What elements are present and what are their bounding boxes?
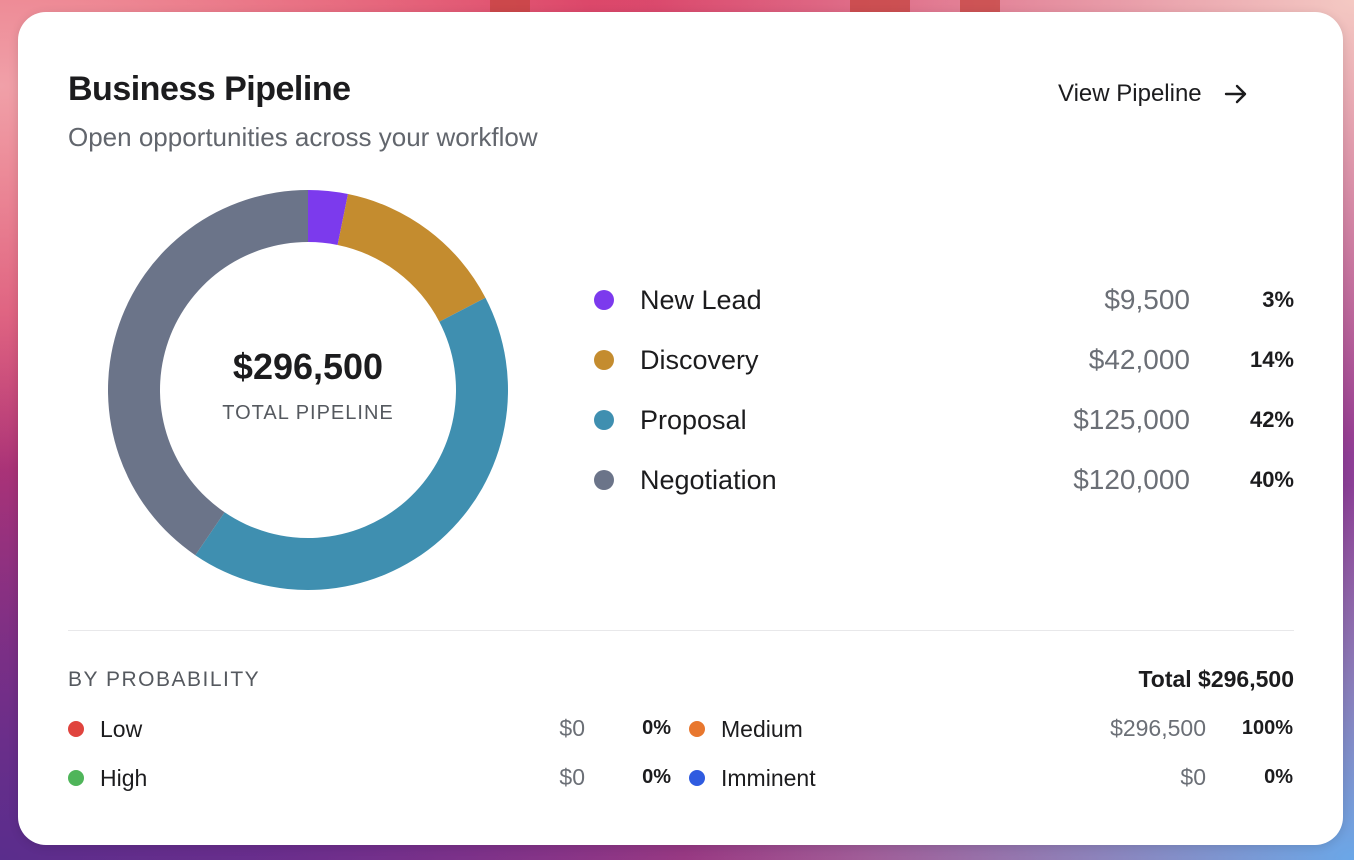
view-pipeline-label: View Pipeline bbox=[1058, 80, 1202, 107]
legend-row-discovery[interactable]: Discovery $42,000 14% bbox=[594, 330, 1294, 390]
donut-segment-proposal[interactable] bbox=[195, 297, 508, 590]
probability-percent-imminent: 0% bbox=[1264, 766, 1293, 788]
donut-segment-discovery[interactable] bbox=[337, 194, 486, 322]
legend-row-new-lead[interactable]: New Lead $9,500 3% bbox=[594, 270, 1294, 330]
probability-item-imminent: Imminent bbox=[689, 763, 816, 793]
legend-percent: 3% bbox=[1262, 287, 1294, 312]
donut-center: $296,500 TOTAL PIPELINE bbox=[106, 188, 510, 592]
new-lead-color-dot bbox=[594, 290, 614, 310]
probability-item-medium: Medium bbox=[689, 714, 803, 744]
probability-total: Total $296,500 bbox=[1138, 666, 1294, 692]
imminent-color-dot bbox=[689, 770, 705, 786]
donut-segment-negotiation[interactable] bbox=[107, 190, 308, 556]
probability-name: Medium bbox=[721, 715, 803, 742]
negotiation-color-dot bbox=[594, 470, 614, 490]
probability-name: Low bbox=[100, 715, 143, 742]
probability-item-low: Low bbox=[68, 714, 142, 744]
pipeline-donut-chart: $296,500 TOTAL PIPELINE bbox=[106, 188, 510, 592]
legend-row-proposal[interactable]: Proposal $125,000 42% bbox=[594, 390, 1294, 450]
total-pipeline-label: TOTAL PIPELINE bbox=[222, 401, 394, 424]
arrow-right-icon bbox=[1222, 80, 1250, 108]
legend-amount: $9,500 bbox=[1104, 284, 1190, 315]
probability-percent-low: 0% bbox=[642, 717, 671, 739]
legend-amount: $120,000 bbox=[1073, 464, 1190, 495]
background-decoration bbox=[850, 0, 910, 14]
high-color-dot bbox=[68, 770, 84, 786]
legend-name: Discovery bbox=[640, 344, 759, 375]
section-divider bbox=[68, 630, 1294, 631]
probability-percent-high: 0% bbox=[642, 766, 671, 788]
legend-percent: 14% bbox=[1249, 347, 1294, 372]
probability-amount-imminent: $0 bbox=[1180, 764, 1206, 790]
probability-percent-medium: 100% bbox=[1241, 717, 1293, 739]
legend-row-negotiation[interactable]: Negotiation $120,000 40% bbox=[594, 450, 1294, 510]
stage-legend: New Lead $9,500 3% Discovery $42,000 14%… bbox=[594, 270, 1294, 510]
legend-percent: 42% bbox=[1249, 407, 1294, 432]
background-decoration bbox=[490, 0, 530, 14]
probability-amount-low: $0 bbox=[559, 715, 585, 741]
legend-percent: 40% bbox=[1249, 467, 1294, 492]
total-pipeline-value: $296,500 bbox=[232, 345, 384, 387]
legend-name: Proposal bbox=[640, 404, 747, 435]
probability-name: Imminent bbox=[721, 764, 816, 791]
medium-color-dot bbox=[689, 721, 705, 737]
card-title: Business Pipeline bbox=[68, 70, 351, 108]
legend-name: New Lead bbox=[640, 284, 762, 315]
proposal-color-dot bbox=[594, 410, 614, 430]
donut-segment-new-lead[interactable] bbox=[308, 190, 348, 245]
view-pipeline-link[interactable]: View Pipeline bbox=[1058, 74, 1250, 114]
background-decoration bbox=[960, 0, 1000, 14]
donut-svg bbox=[107, 190, 508, 590]
probability-amount-medium: $296,500 bbox=[1110, 715, 1206, 741]
probability-item-high: High bbox=[68, 763, 147, 793]
legend-name: Negotiation bbox=[640, 464, 777, 495]
low-color-dot bbox=[68, 721, 84, 737]
legend-amount: $42,000 bbox=[1088, 344, 1190, 375]
by-probability-label: BY PROBABILITY bbox=[68, 668, 261, 691]
pipeline-card: Business Pipeline Open opportunities acr… bbox=[18, 12, 1343, 845]
discovery-color-dot bbox=[594, 350, 614, 370]
legend-amount: $125,000 bbox=[1073, 404, 1190, 435]
probability-amount-high: $0 bbox=[559, 764, 585, 790]
card-subtitle: Open opportunities across your workflow bbox=[68, 122, 538, 152]
probability-name: High bbox=[100, 764, 148, 791]
